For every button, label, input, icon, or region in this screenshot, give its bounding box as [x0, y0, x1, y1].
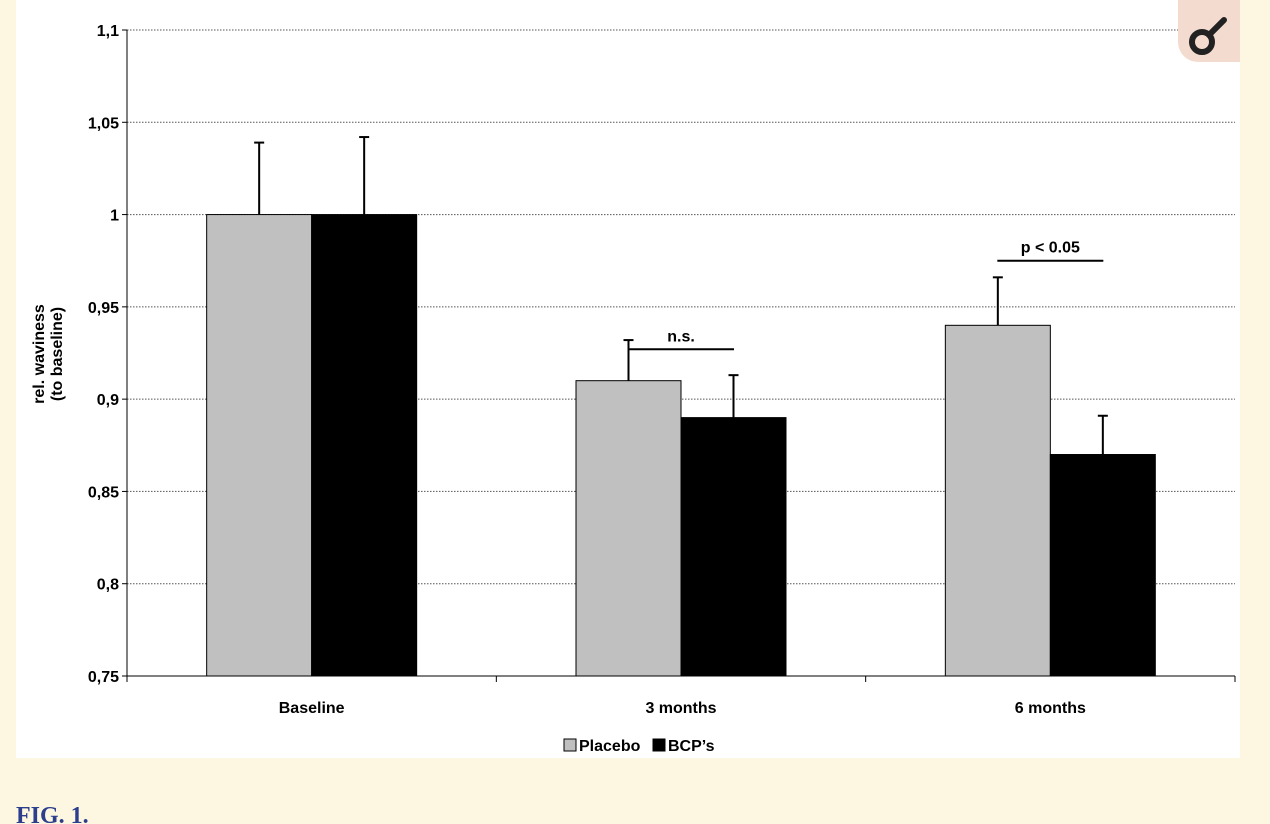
y-tick-label: 1 — [110, 208, 119, 225]
bar-chart: rel. waviness (to baseline) 0,75 0,8 0,85 0… — [31, 23, 1236, 755]
legend: Placebo BCP’s — [563, 738, 715, 755]
y-tick-label: 0,95 — [88, 300, 119, 317]
magnifier-icon — [1178, 0, 1240, 62]
x-tick-label: 3 months — [645, 700, 716, 717]
bar-bcps-1 — [680, 417, 787, 677]
chart-panel: rel. waviness (to baseline) 0,75 0,8 0,85 0… — [16, 0, 1240, 758]
y-tick-label: 0,85 — [88, 484, 119, 501]
bar-placebo-2 — [944, 324, 1051, 677]
x-tick-label: 6 months — [1015, 700, 1086, 717]
y-axis-label-line-2: (to baseline) — [49, 307, 66, 401]
bar-placebo-0 — [206, 214, 313, 677]
bars — [206, 214, 1156, 677]
y-tick-label: 1,1 — [97, 23, 119, 40]
bar-bcps-0 — [311, 214, 418, 677]
legend-label-placebo: Placebo — [579, 738, 641, 755]
bar-placebo-1 — [575, 380, 682, 677]
y-tick-label: 0,8 — [97, 577, 119, 594]
bar-bcps-2 — [1049, 454, 1156, 677]
legend-label-bcps: BCP’s — [668, 738, 715, 755]
y-tick-label: 0,9 — [97, 392, 119, 409]
significance-label: p < 0.05 — [1021, 240, 1080, 257]
y-tick-label: 0,75 — [88, 669, 119, 686]
significance-annotations: n.s. p < 0.05 — [628, 240, 1104, 351]
legend-swatch-placebo — [563, 738, 577, 752]
figure-caption: FIG. 1. — [16, 804, 89, 824]
significance-label: n.s. — [667, 328, 695, 345]
x-tick-label: Baseline — [279, 700, 345, 717]
y-axis-label-line-1: rel. waviness — [31, 304, 48, 404]
legend-swatch-bcps — [652, 738, 666, 752]
error-bars — [254, 136, 1108, 455]
y-tick-label: 1,05 — [88, 115, 119, 132]
